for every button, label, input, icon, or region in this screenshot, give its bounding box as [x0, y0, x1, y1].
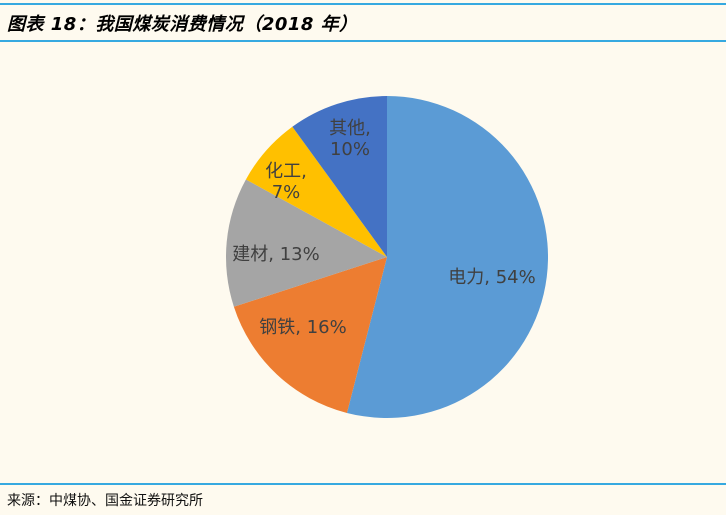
figure-title: 图表 18：我国煤炭消费情况（2018 年）: [7, 14, 358, 35]
slice-label-钢铁: 钢铁, 16%: [259, 317, 346, 338]
source-note: 来源：中煤协、国金证券研究所: [7, 493, 203, 509]
pie-slice-钢铁: [233, 257, 387, 413]
pie-slice-化工: [245, 126, 387, 257]
pie-slice-电力: [346, 96, 549, 418]
slice-label-电力: 电力, 54%: [448, 267, 535, 288]
top-rule: [0, 3, 726, 5]
slice-label-建材: 建材, 13%: [232, 244, 319, 265]
slice-label-化工: 化工, 7%: [265, 161, 307, 203]
pie-slice-建材: [225, 179, 387, 307]
title-divider-rule: [0, 40, 726, 42]
footer-divider-rule: [0, 483, 726, 485]
slice-label-其他: 其他, 10%: [329, 118, 371, 160]
pie-slice-其他: [292, 96, 387, 257]
